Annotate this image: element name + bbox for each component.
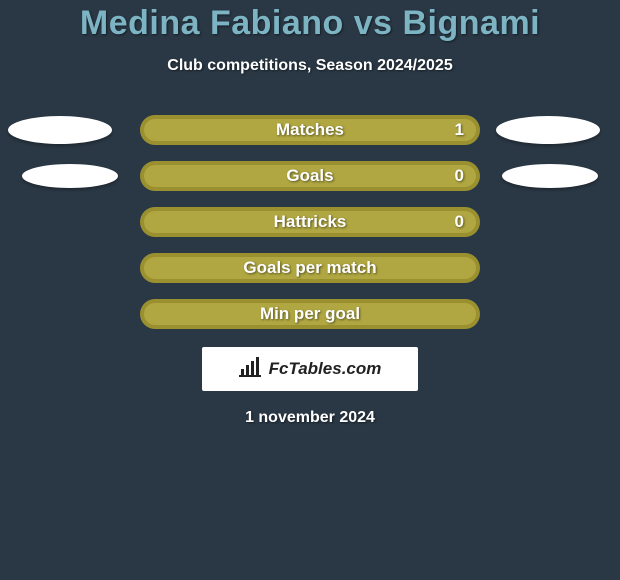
- comparison-card: Medina Fabiano vs Bignami Club competiti…: [0, 0, 620, 580]
- stat-label: Matches: [276, 120, 344, 140]
- player-right-marker: [502, 164, 598, 188]
- stat-label: Goals per match: [243, 258, 376, 278]
- stat-row: Matches 1: [0, 115, 620, 145]
- stat-value: 0: [455, 212, 464, 232]
- bar-chart-svg: [239, 357, 263, 377]
- stat-label: Goals: [286, 166, 333, 186]
- page-title: Medina Fabiano vs Bignami: [0, 4, 620, 43]
- player-right-marker: [496, 116, 600, 144]
- stat-value: 0: [455, 166, 464, 186]
- stat-bar: Goals 0: [140, 161, 480, 191]
- stat-value: 1: [455, 120, 464, 140]
- bar-chart-icon: [239, 357, 263, 382]
- attribution-badge[interactable]: FcTables.com: [202, 347, 418, 391]
- stat-label: Hattricks: [274, 212, 347, 232]
- stat-label: Min per goal: [260, 304, 360, 324]
- stats-list: Matches 1 Goals 0 Hattricks 0 Goals per match M…: [0, 115, 620, 329]
- attribution-wrap: FcTables.com: [0, 347, 620, 391]
- stat-row: Hattricks 0: [0, 207, 620, 237]
- stat-row: Min per goal: [0, 299, 620, 329]
- stat-bar: Matches 1: [140, 115, 480, 145]
- attribution-text: FcTables.com: [269, 359, 382, 379]
- stat-row: Goals per match: [0, 253, 620, 283]
- footer-date: 1 november 2024: [0, 409, 620, 427]
- stat-row: Goals 0: [0, 161, 620, 191]
- stat-bar: Hattricks 0: [140, 207, 480, 237]
- page-subtitle: Club competitions, Season 2024/2025: [0, 57, 620, 75]
- player-left-marker: [22, 164, 118, 188]
- stat-bar: Min per goal: [140, 299, 480, 329]
- stat-bar: Goals per match: [140, 253, 480, 283]
- player-left-marker: [8, 116, 112, 144]
